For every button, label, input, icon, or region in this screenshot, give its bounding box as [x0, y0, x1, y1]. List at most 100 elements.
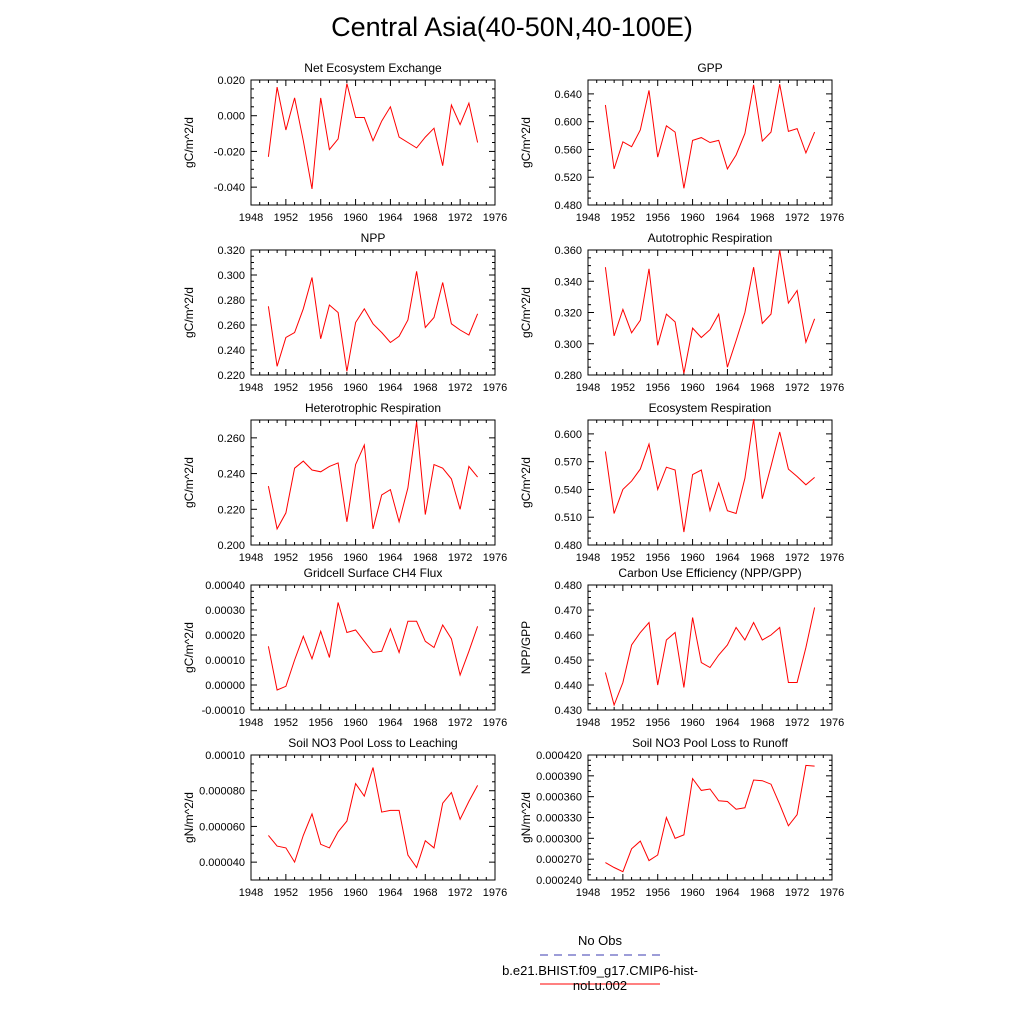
series-line — [268, 767, 479, 869]
x-tick-label: 1960 — [680, 212, 704, 224]
panel-title: Heterotrophic Respiration — [305, 401, 441, 415]
x-tick-label: 1960 — [680, 552, 704, 564]
x-tick-label: 1976 — [820, 717, 844, 729]
panel-10: Soil NO3 Pool Loss to Runoff 1948 1952 1956… — [519, 736, 844, 899]
legend-model-label: b.e21.BHIST.f09_g17.CMIP6-hist-noLu.002 — [502, 963, 698, 993]
y-tick-label: 0.280 — [217, 295, 245, 307]
x-tick-label: 1972 — [785, 887, 809, 899]
x-tick-label: 1964 — [378, 717, 402, 729]
x-tick-label: 1964 — [378, 552, 402, 564]
x-tick-label: 1976 — [820, 552, 844, 564]
x-tick-label: 1948 — [239, 212, 263, 224]
x-tick-label: 1948 — [576, 887, 600, 899]
panel-4: Autotrophic Respiration 1948 1952 1956 1960 1… — [519, 231, 844, 394]
x-tick-label: 1952 — [274, 717, 298, 729]
y-tick-label: 0.340 — [554, 276, 582, 288]
panel-title: Carbon Use Efficiency (NPP/GPP) — [618, 566, 801, 580]
y-axis-label: gC/m^2/d — [519, 287, 533, 338]
panel-9: Soil NO3 Pool Loss to Leaching 1948 1952 19… — [182, 736, 507, 899]
panel-3: NPP 1948 1952 1956 1960 1964 1968 1972 1976 0.220… — [182, 231, 507, 394]
x-tick-label: 1968 — [750, 382, 774, 394]
panel-title: Ecosystem Respiration — [649, 401, 772, 415]
panel-title: Gridcell Surface CH4 Flux — [304, 566, 443, 580]
x-tick-label: 1948 — [576, 717, 600, 729]
x-tick-label: 1960 — [343, 382, 367, 394]
y-tick-label: 0.480 — [554, 540, 582, 552]
y-axis-label: gN/m^2/d — [519, 792, 533, 843]
series-line — [604, 249, 816, 374]
x-tick-label: 1952 — [611, 212, 635, 224]
x-tick-label: 1964 — [715, 717, 739, 729]
plot-frame — [250, 754, 496, 881]
x-tick-label: 1972 — [448, 887, 472, 899]
x-tick-label: 1972 — [448, 382, 472, 394]
y-tick-label: 0.00020 — [205, 630, 245, 642]
panel-7: Gridcell Surface CH4 Flux 1948 1952 1956 196… — [182, 566, 507, 729]
x-tick-label: 1956 — [645, 717, 669, 729]
y-tick-label: 0.000 — [217, 111, 245, 123]
x-tick-label: 1968 — [413, 212, 437, 224]
x-tick-label: 1952 — [611, 887, 635, 899]
y-tick-label: 0.510 — [554, 512, 582, 524]
legend-obs-label: No Obs — [577, 933, 623, 948]
x-tick-label: 1956 — [645, 552, 669, 564]
x-tick-label: 1968 — [750, 552, 774, 564]
x-tick-label: 1972 — [785, 552, 809, 564]
y-tick-label: -0.00010 — [202, 705, 245, 717]
x-tick-label: 1976 — [483, 382, 507, 394]
x-tick-label: 1964 — [715, 887, 739, 899]
y-tick-label: -0.020 — [214, 146, 245, 158]
x-tick-label: 1956 — [308, 382, 332, 394]
x-tick-label: 1948 — [576, 212, 600, 224]
y-tick-label: 0.00040 — [205, 580, 245, 592]
y-tick-label: 0.570 — [554, 457, 582, 469]
panel-2: GPP 1948 1952 1956 1960 1964 1968 1972 1976 0.480… — [519, 61, 844, 224]
series-line — [604, 84, 816, 189]
x-tick-label: 1952 — [274, 382, 298, 394]
plot-frame — [587, 419, 833, 546]
y-tick-label: 0.600 — [554, 117, 582, 129]
panel-5: Heterotrophic Respiration 1948 1952 1956 196… — [182, 401, 507, 564]
x-tick-label: 1952 — [611, 717, 635, 729]
series-line — [267, 602, 479, 691]
x-tick-label: 1972 — [785, 717, 809, 729]
plot-frame — [587, 584, 833, 711]
y-tick-label: 0.00010 — [205, 655, 245, 667]
x-tick-label: 1948 — [239, 382, 263, 394]
y-tick-label: 0.450 — [554, 655, 582, 667]
y-tick-label: 0.320 — [217, 245, 245, 257]
panel-title: Autotrophic Respiration — [648, 231, 773, 245]
y-axis-label: gC/m^2/d — [182, 287, 196, 338]
panel-8: Carbon Use Efficiency (NPP/GPP) 1948 1952 1… — [519, 566, 844, 729]
x-tick-label: 1964 — [378, 212, 402, 224]
x-tick-label: 1948 — [576, 552, 600, 564]
x-tick-label: 1956 — [645, 382, 669, 394]
y-tick-label: 0.430 — [554, 705, 582, 717]
x-tick-label: 1964 — [378, 382, 402, 394]
y-axis-label: gC/m^2/d — [182, 457, 196, 508]
y-tick-label: 0.200 — [217, 540, 245, 552]
panel-6: Ecosystem Respiration 1948 1952 1956 1960 196… — [519, 401, 844, 564]
x-tick-label: 1956 — [308, 887, 332, 899]
x-tick-label: 1948 — [239, 552, 263, 564]
series-line — [605, 764, 815, 873]
y-tick-label: 0.000330 — [536, 813, 582, 825]
y-tick-label: 0.640 — [554, 89, 582, 101]
series-line — [267, 421, 478, 531]
x-tick-label: 1948 — [239, 717, 263, 729]
y-tick-label: 0.000420 — [536, 750, 582, 762]
x-tick-label: 1972 — [448, 552, 472, 564]
y-axis-label: NPP/GPP — [519, 621, 533, 674]
y-tick-label: 0.000060 — [199, 821, 245, 833]
y-axis-label: gC/m^2/d — [519, 457, 533, 508]
x-tick-label: 1976 — [483, 212, 507, 224]
y-tick-label: 0.220 — [217, 370, 245, 382]
x-tick-label: 1952 — [611, 382, 635, 394]
y-tick-label: 0.000390 — [536, 771, 582, 783]
x-tick-label: 1956 — [308, 552, 332, 564]
x-tick-label: 1960 — [343, 212, 367, 224]
y-tick-label: -0.040 — [214, 182, 245, 194]
panel-title: Soil NO3 Pool Loss to Runoff — [632, 736, 789, 750]
panel-title: GPP — [697, 61, 722, 75]
